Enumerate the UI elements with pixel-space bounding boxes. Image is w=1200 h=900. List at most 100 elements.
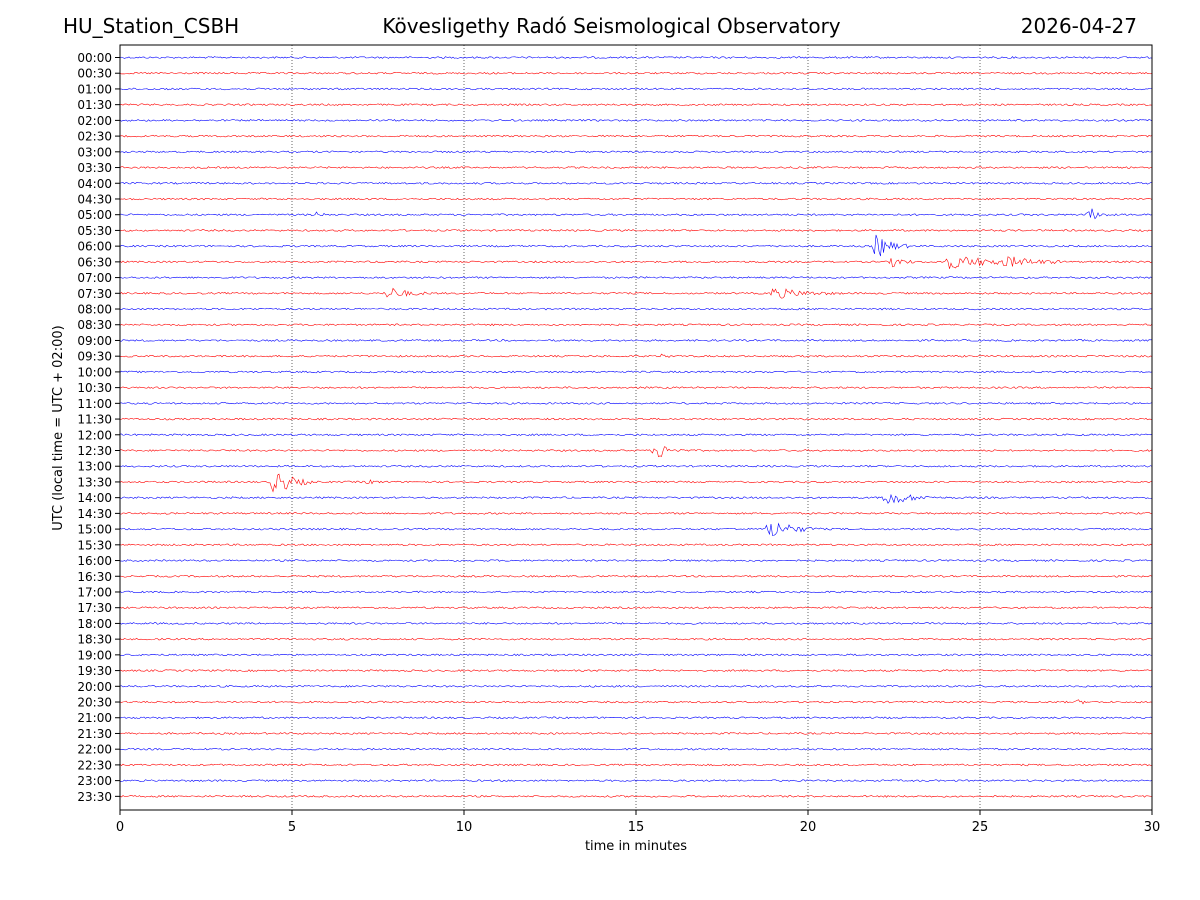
trace-0330: [119, 166, 1153, 169]
x-axis: 0 5 10 15 20 25 30: [116, 810, 1160, 835]
trace-1200: [119, 433, 1153, 437]
x-tick-label: 10: [456, 820, 473, 835]
y-tick-label: 02:30: [77, 130, 112, 144]
trace-0200: [119, 119, 1153, 122]
trace-1230: [119, 446, 1153, 458]
trace-1400: [119, 493, 1153, 504]
y-tick-label: 03:30: [77, 161, 112, 175]
trace-0400: [119, 181, 1153, 185]
trace-1830: [119, 637, 1153, 641]
trace-2030: [119, 699, 1153, 705]
y-tick-label: 12:30: [77, 444, 112, 458]
trace-1100: [119, 402, 1153, 405]
trace-0430: [119, 197, 1153, 201]
y-tick-label: 06:00: [77, 240, 112, 254]
y-tick-label: 20:00: [77, 680, 112, 694]
y-tick-label: 09:00: [77, 334, 112, 348]
y-tick-label: 01:30: [77, 98, 112, 112]
trace-0300: [119, 150, 1153, 154]
trace-0030: [119, 71, 1153, 75]
y-tick-label: 12:00: [77, 428, 112, 442]
chart-title: Kövesligethy Radó Seismological Observat…: [382, 14, 841, 38]
y-tick-label: 05:00: [77, 208, 112, 222]
trace-0230: [119, 134, 1153, 138]
y-tick-label: 16:00: [77, 554, 112, 568]
y-tick-label: 11:00: [77, 397, 112, 411]
y-tick-label: 07:30: [77, 287, 112, 301]
trace-0130: [119, 103, 1153, 106]
y-tick-label: 03:00: [77, 145, 112, 159]
x-tick-label: 15: [628, 820, 645, 835]
trace-0000: [119, 56, 1153, 59]
y-tick-label: 09:30: [77, 350, 112, 364]
y-tick-label: 04:00: [77, 177, 112, 191]
grid-layer: [291, 45, 981, 810]
trace-1930: [119, 669, 1153, 672]
y-tick-label: 08:30: [77, 318, 112, 332]
y-tick-label: 00:30: [77, 67, 112, 81]
y-tick-label: 02:00: [77, 114, 112, 128]
trace-2100: [119, 716, 1153, 720]
y-tick-label: 15:00: [77, 523, 112, 537]
y-tick-label: 06:30: [77, 255, 112, 269]
trace-2000: [119, 684, 1153, 688]
trace-0700: [119, 276, 1153, 279]
trace-1800: [119, 622, 1153, 625]
trace-1900: [119, 653, 1153, 657]
trace-1430: [119, 512, 1153, 515]
x-tick-label: 0: [116, 820, 124, 835]
y-tick-label: 23:30: [77, 790, 112, 804]
trace-0930: [119, 353, 1153, 358]
y-tick-label: 05:30: [77, 224, 112, 238]
y-tick-label: 04:30: [77, 192, 112, 206]
y-tick-label: 07:00: [77, 271, 112, 285]
x-axis-label: time in minutes: [585, 839, 687, 854]
y-tick-label: 13:30: [77, 475, 112, 489]
x-tick-label: 25: [972, 820, 989, 835]
y-tick-label: 22:30: [77, 758, 112, 772]
y-tick-label: 14:30: [77, 507, 112, 521]
y-tick-label: 22:00: [77, 743, 112, 757]
trace-1630: [119, 574, 1153, 578]
trace-2330: [119, 795, 1153, 798]
y-tick-label: 10:00: [77, 365, 112, 379]
y-tick-label: 14:00: [77, 491, 112, 505]
trace-1130: [119, 417, 1153, 421]
trace-0730: [119, 287, 1153, 299]
y-tick-label: 20:30: [77, 696, 112, 710]
y-tick-label: 08:00: [77, 303, 112, 317]
y-tick-label: 11:30: [77, 413, 112, 427]
y-tick-label: 00:00: [77, 51, 112, 65]
trace-2230: [119, 763, 1153, 767]
trace-1300: [119, 464, 1153, 468]
x-tick-label: 5: [288, 820, 296, 835]
trace-0900: [119, 339, 1153, 342]
trace-2200: [119, 747, 1153, 751]
trace-0800: [119, 307, 1153, 311]
trace-2130: [119, 732, 1153, 735]
trace-layer: [119, 56, 1153, 798]
y-axis-label: UTC (local time = UTC + 02:00): [51, 325, 66, 530]
y-tick-label: 19:00: [77, 648, 112, 662]
y-tick-label: 21:30: [77, 727, 112, 741]
trace-1600: [119, 559, 1153, 562]
trace-1500: [119, 522, 1153, 536]
x-tick-label: 30: [1144, 820, 1161, 835]
trace-0500: [119, 208, 1153, 220]
y-tick-label: 17:30: [77, 601, 112, 615]
trace-1530: [119, 543, 1153, 547]
trace-1700: [119, 590, 1153, 594]
chart-date: 2026-04-27: [1020, 14, 1137, 38]
trace-1330: [119, 473, 1153, 493]
trace-2300: [119, 779, 1153, 782]
y-tick-label: 23:00: [77, 774, 112, 788]
x-tick-label: 20: [800, 820, 817, 835]
y-tick-label: 13:00: [77, 460, 112, 474]
y-tick-label: 10:30: [77, 381, 112, 395]
trace-1000: [119, 370, 1153, 374]
y-tick-label: 15:30: [77, 538, 112, 552]
y-tick-label: 18:00: [77, 617, 112, 631]
y-tick-label: 19:30: [77, 664, 112, 678]
